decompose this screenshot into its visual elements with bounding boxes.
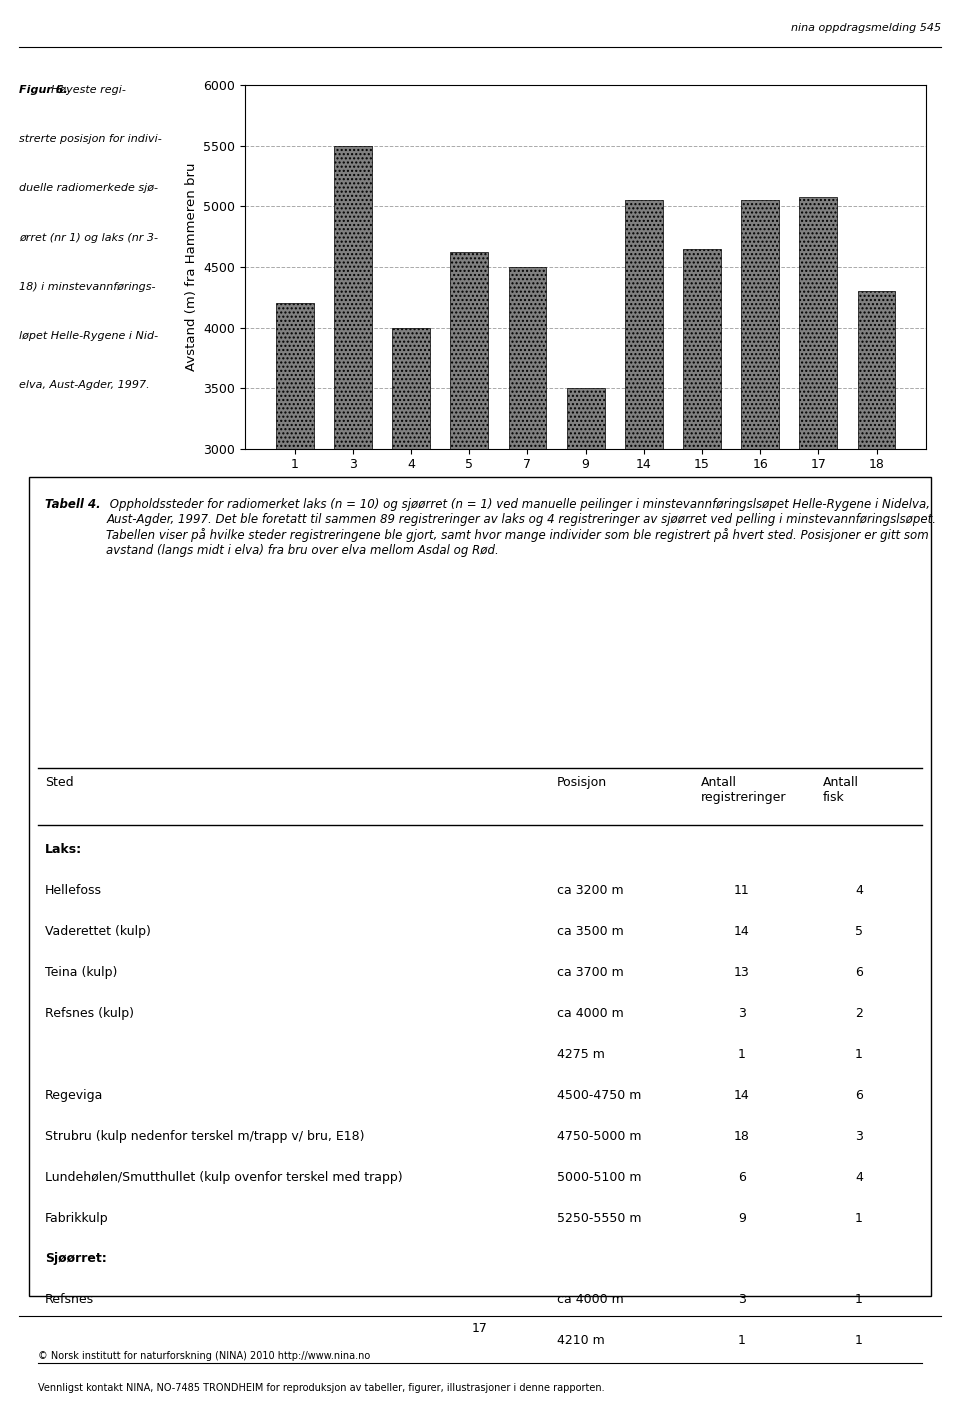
Text: 1: 1 bbox=[855, 1293, 863, 1306]
Text: Sted: Sted bbox=[45, 776, 74, 789]
Text: 4210 m: 4210 m bbox=[557, 1334, 605, 1347]
Text: 3: 3 bbox=[737, 1293, 746, 1306]
Bar bbox=[334, 145, 372, 812]
Text: strerte posisjon for indivi-: strerte posisjon for indivi- bbox=[19, 134, 162, 144]
Text: ca 3200 m: ca 3200 m bbox=[557, 884, 623, 897]
Text: Laks:: Laks: bbox=[45, 843, 83, 856]
Text: 11: 11 bbox=[733, 884, 750, 897]
Text: duelle radiomerkede sjø-: duelle radiomerkede sjø- bbox=[19, 184, 158, 194]
Text: 1: 1 bbox=[855, 1212, 863, 1225]
Bar bbox=[392, 328, 430, 812]
Text: ca 4000 m: ca 4000 m bbox=[557, 1293, 623, 1306]
Text: ca 3500 m: ca 3500 m bbox=[557, 926, 623, 938]
Text: 4275 m: 4275 m bbox=[557, 1048, 605, 1061]
Text: Oppholdssteder for radiomerket laks (n = 10) og sjøørret (n = 1) ved manuelle pe: Oppholdssteder for radiomerket laks (n =… bbox=[107, 497, 936, 557]
Y-axis label: Avstand (m) fra Hammeren bru: Avstand (m) fra Hammeren bru bbox=[184, 162, 198, 372]
Text: elva, Aust-Agder, 1997.: elva, Aust-Agder, 1997. bbox=[19, 380, 150, 390]
Text: Regeviga: Regeviga bbox=[45, 1089, 104, 1102]
Text: nina oppdragsmelding 545: nina oppdragsmelding 545 bbox=[791, 24, 941, 34]
Text: Posisjon: Posisjon bbox=[557, 776, 607, 789]
Bar bbox=[741, 201, 780, 812]
Text: Teina (kulp): Teina (kulp) bbox=[45, 965, 117, 978]
Bar bbox=[276, 303, 314, 812]
Text: 18: 18 bbox=[733, 1129, 750, 1142]
Text: 14: 14 bbox=[733, 1089, 750, 1102]
Text: © Norsk institutt for naturforskning (NINA) 2010 http://www.nina.no: © Norsk institutt for naturforskning (NI… bbox=[37, 1351, 370, 1361]
Text: 6: 6 bbox=[855, 1089, 863, 1102]
Text: 5: 5 bbox=[855, 926, 863, 938]
Text: ca 4000 m: ca 4000 m bbox=[557, 1007, 623, 1020]
Text: Høyeste regi-: Høyeste regi- bbox=[43, 85, 126, 95]
Text: 14: 14 bbox=[733, 926, 750, 938]
Text: ca 3700 m: ca 3700 m bbox=[557, 965, 623, 978]
Text: 1: 1 bbox=[737, 1048, 746, 1061]
Text: 4: 4 bbox=[855, 884, 863, 897]
Text: Antall
fisk: Antall fisk bbox=[823, 776, 859, 805]
Text: 9: 9 bbox=[737, 1212, 746, 1225]
Text: Figur 6.: Figur 6. bbox=[19, 85, 68, 95]
Text: 6: 6 bbox=[737, 1171, 746, 1183]
Text: 1: 1 bbox=[737, 1334, 746, 1347]
Text: 5000-5100 m: 5000-5100 m bbox=[557, 1171, 641, 1183]
Text: 2: 2 bbox=[855, 1007, 863, 1020]
Bar bbox=[450, 252, 488, 812]
Bar bbox=[566, 387, 605, 812]
Text: Vaderettet (kulp): Vaderettet (kulp) bbox=[45, 926, 151, 938]
X-axis label: Fisk nr: Fisk nr bbox=[557, 477, 614, 491]
Bar bbox=[800, 198, 837, 812]
Text: 13: 13 bbox=[733, 965, 750, 978]
Bar bbox=[625, 201, 662, 812]
Text: 3: 3 bbox=[737, 1007, 746, 1020]
Text: 4500-4750 m: 4500-4750 m bbox=[557, 1089, 641, 1102]
Text: Fabrikkulp: Fabrikkulp bbox=[45, 1212, 108, 1225]
Text: 1: 1 bbox=[855, 1334, 863, 1347]
Text: 5250-5550 m: 5250-5550 m bbox=[557, 1212, 641, 1225]
Text: 17: 17 bbox=[472, 1321, 488, 1336]
Bar bbox=[857, 290, 896, 812]
Bar bbox=[684, 249, 721, 812]
Text: Hellefoss: Hellefoss bbox=[45, 884, 102, 897]
Bar bbox=[509, 268, 546, 812]
Text: Sjøørret:: Sjøørret: bbox=[45, 1253, 107, 1266]
Text: løpet Helle-Rygene i Nid-: løpet Helle-Rygene i Nid- bbox=[19, 330, 158, 340]
Text: Lundehølen/Smutthullet (kulp ovenfor terskel med trapp): Lundehølen/Smutthullet (kulp ovenfor ter… bbox=[45, 1171, 402, 1183]
Text: Antall
registreringer: Antall registreringer bbox=[701, 776, 786, 805]
Text: Refsnes: Refsnes bbox=[45, 1293, 94, 1306]
Text: ørret (nr 1) og laks (nr 3-: ørret (nr 1) og laks (nr 3- bbox=[19, 232, 158, 242]
Text: Tabell 4.: Tabell 4. bbox=[45, 497, 101, 511]
Text: 1: 1 bbox=[855, 1048, 863, 1061]
Text: 4: 4 bbox=[855, 1171, 863, 1183]
Text: 6: 6 bbox=[855, 965, 863, 978]
Text: 4750-5000 m: 4750-5000 m bbox=[557, 1129, 641, 1142]
Text: Vennligst kontakt NINA, NO-7485 TRONDHEIM for reproduksjon av tabeller, figurer,: Vennligst kontakt NINA, NO-7485 TRONDHEI… bbox=[37, 1383, 604, 1393]
Text: 18) i minstevannførings-: 18) i minstevannførings- bbox=[19, 282, 156, 292]
Text: Strubru (kulp nedenfor terskel m/trapp v/ bru, E18): Strubru (kulp nedenfor terskel m/trapp v… bbox=[45, 1129, 365, 1142]
Text: 3: 3 bbox=[855, 1129, 863, 1142]
Text: Refsnes (kulp): Refsnes (kulp) bbox=[45, 1007, 134, 1020]
